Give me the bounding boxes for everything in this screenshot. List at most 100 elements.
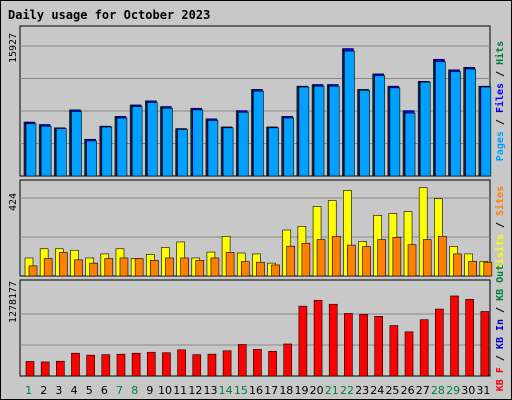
bar-kb-f xyxy=(56,360,65,377)
x-tick-label: 18 xyxy=(279,384,293,397)
bar-pages xyxy=(268,127,279,177)
bar-kb-f xyxy=(374,316,384,377)
legend-entry: / xyxy=(495,113,506,131)
bar-sites xyxy=(271,264,280,277)
bar-sites xyxy=(407,244,417,277)
panel-pages-files-hits: 15927 Pages / Files / Hits xyxy=(8,25,506,177)
bar-pages xyxy=(86,140,97,177)
bar-pages xyxy=(71,111,82,177)
x-tick-label: 21 xyxy=(325,384,339,397)
bar-sites xyxy=(180,257,189,277)
bar-kb-f xyxy=(253,349,262,377)
bar-pages xyxy=(389,87,401,177)
bar-pages xyxy=(328,85,340,177)
x-tick-label: 8 xyxy=(131,384,138,397)
bar-pages xyxy=(192,109,204,177)
bar-sites xyxy=(210,257,220,277)
bar-pages xyxy=(465,68,476,177)
bar-sites xyxy=(89,262,98,277)
bar-sites xyxy=(43,258,53,277)
bar-pages xyxy=(207,120,219,177)
x-tick-label: 11 xyxy=(173,384,187,397)
x-tick-label: 9 xyxy=(146,384,153,397)
panel-legend: KB F / KB In / KB Out xyxy=(495,265,506,391)
bar-pages xyxy=(25,123,37,177)
x-tick-label: 30 xyxy=(461,384,475,397)
legend-entry: / xyxy=(495,65,506,83)
bar-sites xyxy=(392,237,402,277)
bar-kb-f xyxy=(435,308,444,377)
chart-title: Daily usage for October 2023 xyxy=(8,8,210,22)
bar-sites xyxy=(104,258,114,277)
bar-pages xyxy=(237,112,249,177)
bar-kb-f xyxy=(222,350,232,377)
bar-pages xyxy=(374,75,386,177)
bar-kb-f xyxy=(298,305,308,377)
bar-pages xyxy=(283,117,295,177)
bar-kb-f xyxy=(25,361,35,377)
bar-sites xyxy=(240,261,250,277)
bar-sites xyxy=(301,242,311,277)
bar-kb-f xyxy=(131,352,141,377)
bar-sites xyxy=(149,260,159,277)
bar-sites xyxy=(483,261,493,277)
bar-kb-f xyxy=(465,299,474,377)
bar-sites xyxy=(195,260,205,277)
panel-legend: Visits / Sites xyxy=(494,186,506,270)
x-tick-label: 24 xyxy=(370,384,384,397)
bar-sites xyxy=(165,257,174,277)
legend-entry: KB Out xyxy=(495,265,506,301)
bar-sites xyxy=(286,245,296,277)
bar-kb-f xyxy=(404,331,414,377)
bar-pages xyxy=(450,71,461,177)
bar-pages xyxy=(162,107,173,177)
bar-kb-f xyxy=(116,353,126,377)
x-tick-label: 19 xyxy=(294,384,308,397)
legend-entry: / xyxy=(495,216,506,234)
x-tick-label: 6 xyxy=(101,384,108,397)
bar-sites xyxy=(468,260,477,277)
bar-kb-f xyxy=(86,354,95,377)
bar-pages xyxy=(344,50,355,177)
x-tick-label: 16 xyxy=(249,384,263,397)
bar-kb-f xyxy=(283,343,293,377)
bar-kb-f xyxy=(313,300,323,377)
x-axis-ticks: 1 2 3 4 5 6 7 8 9 10 11 12 13 14 15 16 17 18 19 20 21 22 23 24 2… xyxy=(25,384,490,397)
bar-pages xyxy=(146,102,158,177)
chart-panels: 15927 Pages / Files / Hits 424 Visits / Sit… xyxy=(8,25,506,391)
legend-entry: / xyxy=(495,301,506,319)
bar-pages xyxy=(177,129,188,177)
bar-pages xyxy=(131,106,143,177)
bar-pages xyxy=(480,86,492,177)
bar-kb-f xyxy=(328,303,338,377)
y-max-label: 424 xyxy=(8,193,19,211)
bar-kb-f xyxy=(40,361,50,377)
bar-sites xyxy=(347,244,356,277)
x-tick-label: 25 xyxy=(385,384,399,397)
bar-sites xyxy=(134,258,144,277)
bar-pages xyxy=(435,61,446,177)
bar-kb-f xyxy=(450,295,459,377)
bar-kb-f xyxy=(389,325,399,377)
bar-kb-f xyxy=(177,349,186,377)
bar-sites xyxy=(225,252,235,277)
bar-kb-f xyxy=(146,351,156,377)
bar-kb-f xyxy=(268,350,277,377)
bar-kb-f xyxy=(344,313,353,377)
x-tick-label: 22 xyxy=(340,384,354,397)
panel-visits-sites: 424 Visits / Sites xyxy=(8,179,506,277)
legend-entry: / xyxy=(495,349,506,367)
bar-sites xyxy=(74,259,83,277)
x-tick-label: 12 xyxy=(188,384,202,397)
legend-entry: Hits xyxy=(494,41,506,65)
x-tick-label: 15 xyxy=(234,384,248,397)
bar-sites xyxy=(377,239,387,277)
bar-sites xyxy=(316,239,326,277)
bar-kb-f xyxy=(480,311,490,377)
bar-sites xyxy=(438,236,447,277)
x-tick-label: 31 xyxy=(476,384,490,397)
y-max-label: 15927 xyxy=(8,33,19,63)
panel-legend: Pages / Files / Hits xyxy=(494,41,506,161)
bar-sites xyxy=(256,261,265,277)
